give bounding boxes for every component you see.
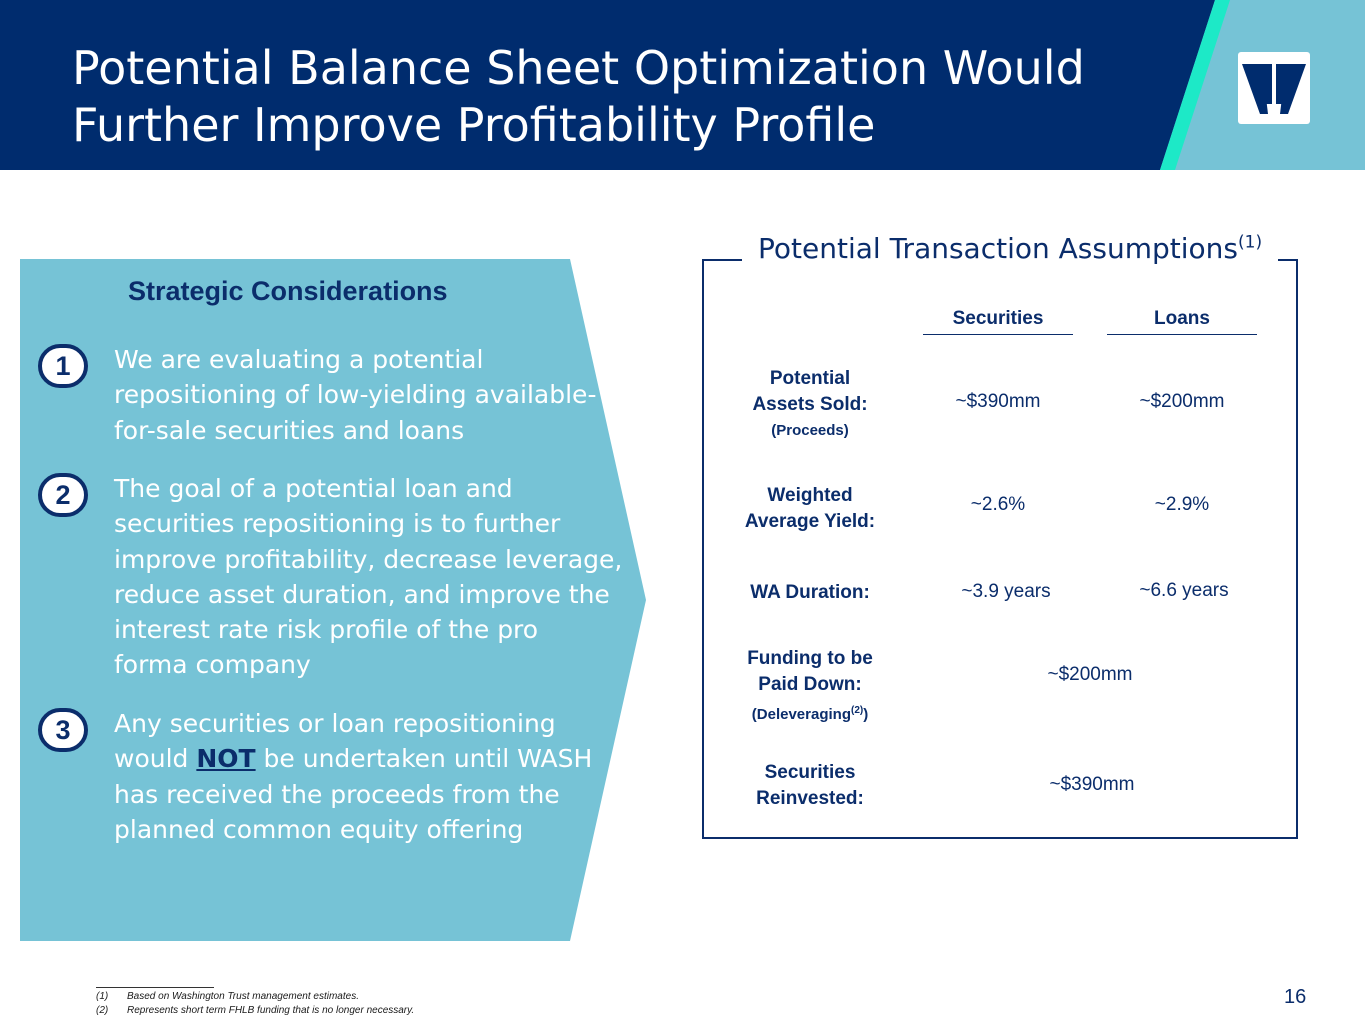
footnote-divider	[96, 987, 214, 988]
cell-reinvested-combined: ~$390mm	[1049, 774, 1135, 795]
cell-assets-sold-securities: ~$390mm	[955, 391, 1041, 412]
strategic-considerations-panel	[20, 259, 648, 941]
page-title: Potential Balance Sheet Optimization Wou…	[72, 40, 1132, 154]
text-line: has received the proceeds from the	[114, 779, 560, 809]
row-label-securities-reinvested: Securities Reinvested:	[730, 760, 890, 812]
footnote-2: (2) Represents short term FHLB funding th…	[96, 1005, 414, 1016]
text-line: We are evaluating a potential	[114, 345, 484, 374]
row-label-assets-sold: Potential Assets Sold: (Proceeds)	[730, 366, 890, 444]
label-line: (Deleveraging(2))	[730, 698, 890, 728]
label-line: Potential	[769, 368, 851, 389]
label-line: Funding to be	[747, 648, 873, 669]
number-badge-2: 2	[38, 473, 88, 517]
washington-trust-w-logo-icon	[1238, 52, 1310, 124]
number-badge-3: 3	[38, 708, 88, 752]
panel-arrow-shape	[20, 259, 646, 941]
header-background	[0, 0, 1365, 170]
cell-duration-loans: ~6.6 years	[1139, 580, 1229, 601]
footnote-ref-2: (2)	[850, 705, 864, 716]
text-line: securities repositioning is to further	[114, 509, 561, 539]
text-line: Any securities or loan repositioning	[114, 709, 556, 738]
text-line: improve profitability, decrease leverage…	[114, 544, 623, 574]
row-label-weighted-average-yield: Weighted Average Yield:	[730, 483, 890, 535]
page-number: 16	[1284, 986, 1307, 1008]
text-line: The goal of a potential loan and	[114, 474, 513, 503]
cell-assets-sold-loans: ~$200mm	[1139, 391, 1225, 412]
column-header-loans: Loans	[1107, 308, 1257, 335]
strategic-considerations-heading: Strategic Considerations	[128, 276, 448, 306]
label-line: (Proceeds)	[771, 422, 849, 439]
label-line: Assets Sold:	[752, 394, 868, 415]
text-line: would NOT be undertaken until WASH	[114, 741, 614, 776]
cell-yield-loans: ~2.9%	[1154, 494, 1210, 515]
footnote-number: (2)	[96, 1005, 109, 1016]
cell-yield-securities: ~2.6%	[970, 494, 1026, 515]
row-label-funding-paid-down: Funding to be Paid Down: (Deleveraging(2…	[730, 646, 890, 728]
text-fragment: would	[114, 744, 197, 774]
label-fragment: (Deleveraging	[751, 706, 851, 723]
label-line: Securities	[764, 762, 856, 783]
row-label-wa-duration: WA Duration:	[730, 580, 890, 606]
footnote-text: Represents short term FHLB funding that …	[127, 1005, 415, 1016]
label-line: WA Duration:	[750, 582, 870, 603]
text-line: for-sale securities and loans	[114, 415, 465, 445]
footnote-number: (1)	[96, 991, 109, 1002]
number-badge-1: 1	[38, 344, 88, 388]
header-banner: Potential Balance Sheet Optimization Wou…	[0, 0, 1365, 170]
column-header-securities: Securities	[923, 308, 1073, 335]
text-line: repositioning of low-yielding available-	[114, 380, 597, 410]
text-line: reduce asset duration, and improve the	[114, 579, 610, 609]
footnote-1: (1) Based on Washington Trust management …	[96, 991, 359, 1002]
consideration-text-2: The goal of a potential loan and securit…	[114, 471, 623, 683]
footnote-ref-1: (1)	[1238, 232, 1263, 253]
transaction-assumptions-title: Potential Transaction Assumptions(1)	[742, 232, 1279, 265]
page-title-line-2: Further Improve Profitability Profile	[72, 98, 876, 152]
consideration-text-1: We are evaluating a potential reposition…	[114, 342, 614, 448]
label-line: Average Yield:	[744, 511, 876, 532]
text-line: forma company	[114, 650, 311, 680]
text-line: interest rate risk profile of the pro	[114, 615, 539, 645]
consideration-text-3: Any securities or loan repositioning wou…	[114, 706, 614, 847]
emphasis-not: NOT	[196, 744, 256, 774]
text-fragment: be undertaken until WASH	[255, 744, 593, 774]
transaction-assumptions-box	[702, 259, 1298, 839]
cell-funding-combined: ~$200mm	[1047, 664, 1133, 685]
label-line: Weighted	[767, 485, 853, 506]
label-line: Reinvested:	[756, 788, 864, 809]
footnote-text: Based on Washington Trust management est…	[127, 991, 359, 1002]
cell-duration-securities: ~3.9 years	[961, 581, 1051, 602]
assumptions-title-text: Potential Transaction Assumptions	[758, 232, 1238, 265]
label-fragment: )	[863, 706, 869, 723]
text-line: planned common equity offering	[114, 814, 524, 844]
page-title-line-1: Potential Balance Sheet Optimization Wou…	[72, 41, 1085, 95]
label-line: Paid Down:	[758, 674, 862, 695]
